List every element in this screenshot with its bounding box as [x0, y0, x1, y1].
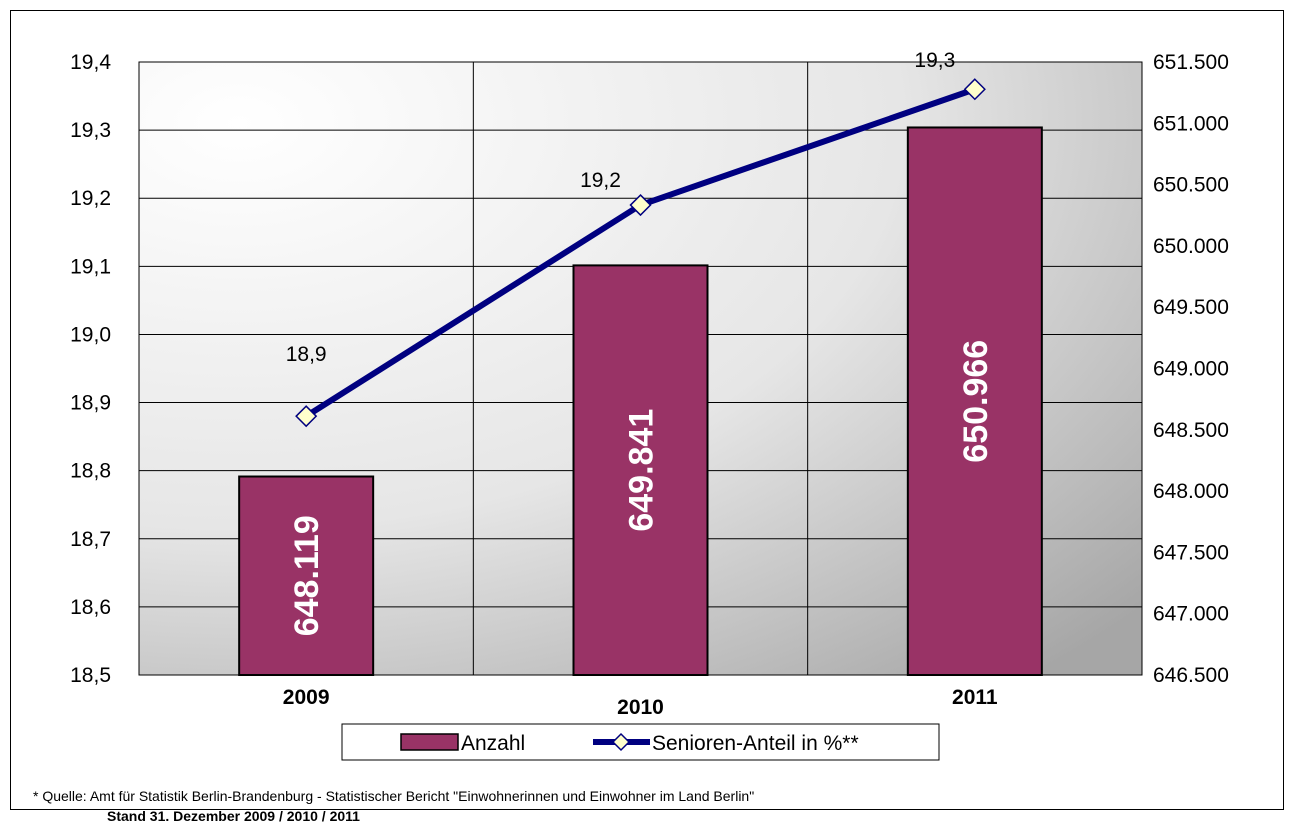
- chart: 648.119 649.841 650.966 18,5 18,6 18,7 18,8 18…: [70, 49, 1229, 761]
- y-right-tick-label: 648.000: [1153, 480, 1229, 503]
- source-note: * Quelle: Amt für Statistik Berlin-Brand…: [33, 788, 755, 804]
- legend-swatch-marker: [611, 732, 631, 752]
- bar: [906, 126, 1043, 677]
- x-tick-label: 2009: [283, 686, 330, 709]
- y-right-tick-label: 648.500: [1153, 419, 1229, 442]
- line-value-label: 19,3: [914, 49, 955, 72]
- y-right-tick-label: 651.000: [1153, 112, 1229, 135]
- legend-label-line: Senioren-Anteil in %**: [652, 732, 859, 755]
- y-left-tick-label: 19,0: [70, 323, 111, 346]
- line-marker: [295, 405, 318, 428]
- x-tick-label: 2011: [952, 686, 998, 709]
- y-right-tick-label: 647.500: [1153, 541, 1229, 564]
- line-marker: [963, 78, 986, 101]
- y-right-tick-label: 649.500: [1153, 296, 1229, 319]
- y-right-tick-label: 650.500: [1153, 174, 1229, 197]
- legend-swatch-bar: [400, 733, 459, 751]
- y-left-tick-label: 18,5: [70, 664, 111, 687]
- chart-frame: 648.119 649.841 650.966 18,5 18,6 18,7 18,8 18…: [10, 10, 1284, 824]
- y-right-tick-label: 646.500: [1153, 664, 1229, 687]
- y-left-tick-label: 19,3: [70, 119, 111, 142]
- x-tick-label: 2010: [617, 696, 664, 719]
- bar-value-label: 648.119: [288, 515, 326, 636]
- legend-label-bar: Anzahl: [461, 732, 525, 755]
- y-left-tick-label: 18,8: [70, 460, 111, 483]
- y-left-tick-label: 18,6: [70, 596, 111, 619]
- y-left-tick-label: 18,9: [70, 392, 111, 415]
- bar-value-label: 649.841: [623, 409, 661, 532]
- y-left-tick-label: 19,2: [70, 187, 111, 210]
- line-value-label: 19,2: [580, 169, 621, 192]
- y-left-tick-label: 19,4: [70, 51, 111, 74]
- stand-note: Stand 31. Dezember 2009 / 2010 / 2011: [107, 808, 360, 824]
- y-right-tick-label: 647.000: [1153, 603, 1229, 626]
- y-left-tick-label: 19,1: [70, 255, 111, 278]
- bar: [238, 475, 375, 676]
- y-right-tick-label: 649.000: [1153, 358, 1229, 381]
- line-value-label: 18,9: [286, 343, 327, 366]
- y-right-tick-label: 650.000: [1153, 235, 1229, 258]
- bar-value-label: 650.966: [957, 340, 995, 463]
- bar: [572, 264, 709, 676]
- y-left-tick-label: 18,7: [70, 528, 111, 551]
- line-marker: [629, 193, 652, 217]
- y-right-tick-label: 651.500: [1153, 51, 1229, 74]
